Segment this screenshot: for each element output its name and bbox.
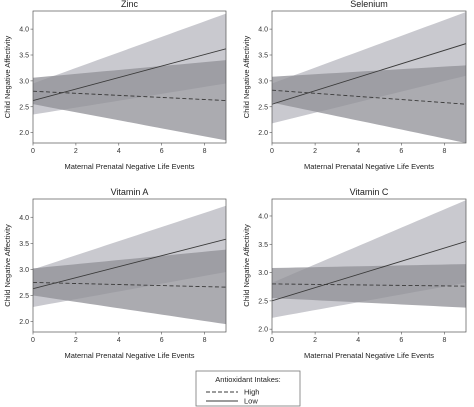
chart-panel-1: Selenium 0 2 4 6 8 2.0 2.5 3.0 3.5 4.0 Maternal Pre… <box>242 0 467 171</box>
y-tick-label: 2.0 <box>19 130 29 137</box>
plot-frame <box>32 198 227 333</box>
y-tick-label: 3.0 <box>258 270 268 277</box>
x-tick-label: 4 <box>356 148 360 155</box>
chart-panel-2: Vitamin A 0 2 4 6 8 2.0 2.5 3.0 3.5 4.0 Maternal Pr… <box>3 187 227 360</box>
legend-label-low: Low <box>244 397 258 406</box>
y-tick-label: 3.5 <box>19 241 29 248</box>
ci-band-high <box>33 249 226 325</box>
y-tick-label: 2.5 <box>258 298 268 305</box>
x-tick-label: 6 <box>160 148 164 155</box>
y-tick-label: 3.5 <box>19 53 29 60</box>
series-line-low <box>33 238 226 290</box>
plot-area <box>272 12 466 143</box>
legend-title: Antioxidant Intakes: <box>215 375 280 384</box>
y-tick-label: 3.5 <box>258 53 268 60</box>
chart-panel-3: Vitamin C 0 2 4 6 8 2.0 2.5 3.0 3.5 4.0 Maternal Pr… <box>242 187 467 360</box>
x-tick-label: 4 <box>117 148 121 155</box>
plot-area <box>272 200 466 318</box>
legend-label-high: High <box>244 388 259 397</box>
y-tick-label: 4.0 <box>258 213 268 220</box>
plot-frame <box>271 198 467 333</box>
x-axis-label: Maternal Prenatal Negative Life Events <box>64 162 194 171</box>
y-tick-label: 4.0 <box>19 215 29 222</box>
x-tick-label: 0 <box>270 148 274 155</box>
chart-panel-0: Zinc 0 2 4 6 8 2.0 2.5 3.0 3.5 4.0 Maternal Prenata… <box>3 0 227 171</box>
x-tick-label: 0 <box>31 337 35 344</box>
chart-title: Vitamin A <box>111 187 149 197</box>
chart-title: Zinc <box>121 0 139 9</box>
y-tick-label: 2.5 <box>19 104 29 111</box>
x-tick-label: 4 <box>356 337 360 344</box>
x-tick-label: 6 <box>399 148 403 155</box>
y-axis-label: Child Negative Affectivity <box>242 224 251 307</box>
x-tick-label: 2 <box>313 148 317 155</box>
plot-frame <box>32 10 227 144</box>
y-tick-label: 2.0 <box>19 319 29 326</box>
x-tick-label: 6 <box>399 337 403 344</box>
x-tick-label: 2 <box>74 148 78 155</box>
y-tick-label: 2.5 <box>19 293 29 300</box>
ci-band-high <box>33 60 226 141</box>
x-tick-label: 8 <box>442 337 446 344</box>
x-axis-label: Maternal Prenatal Negative Life Events <box>304 351 434 360</box>
series-line-low <box>33 48 226 101</box>
x-tick-label: 0 <box>31 148 35 155</box>
y-tick-label: 2.0 <box>258 130 268 137</box>
legend: Antioxidant Intakes: High Low <box>195 370 301 407</box>
y-tick-label: 2.5 <box>258 104 268 111</box>
ci-band-high <box>272 264 466 308</box>
chart-title: Selenium <box>350 0 388 9</box>
plot-area <box>33 13 226 141</box>
y-tick-label: 3.0 <box>19 78 29 85</box>
plot-frame <box>271 10 467 144</box>
series-line-low <box>272 43 466 105</box>
y-axis-label: Child Negative Affectivity <box>242 36 251 119</box>
chart-title: Vitamin C <box>350 187 389 197</box>
x-tick-label: 2 <box>313 337 317 344</box>
x-tick-label: 6 <box>160 337 164 344</box>
x-tick-label: 8 <box>203 148 207 155</box>
plot-area <box>33 205 226 325</box>
series-line-low <box>272 241 466 302</box>
y-tick-label: 3.0 <box>258 78 268 85</box>
y-axis-label: Child Negative Affectivity <box>3 224 12 307</box>
y-tick-label: 4.0 <box>19 27 29 34</box>
y-tick-label: 4.0 <box>258 27 268 34</box>
x-tick-label: 8 <box>442 148 446 155</box>
y-tick-label: 3.0 <box>19 267 29 274</box>
ci-band-high <box>272 65 466 143</box>
legend-box <box>195 370 301 407</box>
x-tick-label: 4 <box>117 337 121 344</box>
x-axis-label: Maternal Prenatal Negative Life Events <box>304 162 434 171</box>
y-tick-label: 3.5 <box>258 242 268 249</box>
x-tick-label: 8 <box>203 337 207 344</box>
x-tick-label: 0 <box>270 337 274 344</box>
y-tick-label: 2.0 <box>258 327 268 334</box>
x-tick-label: 2 <box>74 337 78 344</box>
x-axis-label: Maternal Prenatal Negative Life Events <box>64 351 194 360</box>
y-axis-label: Child Negative Affectivity <box>3 36 12 119</box>
